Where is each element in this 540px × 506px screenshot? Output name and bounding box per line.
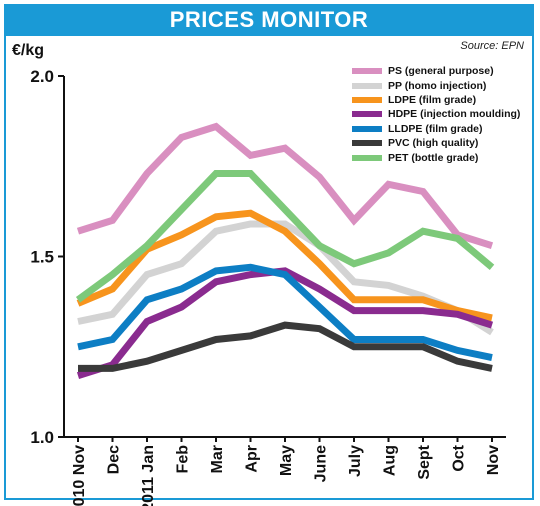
- legend-label: LLDPE (film grade): [388, 122, 483, 135]
- series-line: [75, 170, 495, 303]
- legend-swatch: [352, 96, 382, 103]
- legend-item: LLDPE (film grade): [352, 122, 520, 136]
- legend-swatch: [352, 154, 382, 161]
- x-tick-label: Oct: [451, 444, 468, 471]
- x-tick-label: Apr: [244, 445, 261, 473]
- y-tick-label: 1.5: [30, 248, 54, 267]
- legend-item: LDPE (film grade): [352, 93, 520, 107]
- legend-item: HDPE (injection moulding): [352, 107, 520, 121]
- y-tick-label: 2.0: [30, 67, 54, 86]
- legend-label: LDPE (film grade): [388, 93, 477, 106]
- series-line: [78, 321, 493, 372]
- legend-item: PS (general purpose): [352, 64, 520, 78]
- legend-label: PP (homo injection): [388, 79, 487, 92]
- x-tick-label: Feb: [175, 445, 192, 474]
- legend-label: HDPE (injection moulding): [388, 108, 521, 121]
- x-tick-label: May: [278, 445, 295, 476]
- x-tick-label: Sept: [416, 444, 433, 479]
- series-line: [76, 209, 493, 322]
- legend-label: PET (bottle grade): [388, 151, 479, 164]
- legend-swatch: [352, 140, 382, 147]
- series-line: [76, 267, 494, 379]
- legend-swatch: [352, 82, 382, 89]
- source-note: Source: EPN: [460, 40, 524, 52]
- legend-swatch: [352, 111, 382, 118]
- legend-item: PP (homo injection): [352, 78, 520, 92]
- x-tick-label: 2011 Jan: [140, 445, 157, 506]
- chart-title: PRICES MONITOR: [4, 4, 534, 36]
- series-line: [77, 220, 494, 336]
- series-lines: [75, 122, 495, 379]
- x-tick-label: 2010 Nov: [71, 445, 88, 506]
- tick-labels: 1.0 1.5 2.0 2010 Nov Dec 2011 Jan Feb Mar Apr May…: [30, 67, 502, 506]
- legend: PS (general purpose) PP (homo injection) L…: [352, 64, 520, 165]
- legend-label: PVC (high quality): [388, 137, 479, 150]
- chart-frame: [4, 4, 534, 500]
- legend-item: PVC (high quality): [352, 136, 520, 150]
- legend-item: PET (bottle grade): [352, 150, 520, 164]
- y-axis-unit-label: €/kg: [12, 42, 45, 59]
- x-tick-label: July: [347, 445, 364, 477]
- axes: [58, 75, 506, 442]
- x-tick-label: June: [313, 445, 330, 482]
- x-tick-label: Dec: [106, 445, 123, 474]
- series-line: [76, 122, 494, 250]
- legend-label: PS (general purpose): [388, 65, 494, 78]
- legend-swatch: [352, 125, 382, 132]
- y-tick-label: 1.0: [30, 428, 54, 447]
- series-line: [77, 263, 493, 362]
- x-tick-label: Nov: [485, 445, 502, 475]
- legend-swatch: [352, 68, 382, 75]
- x-tick-label: Mar: [209, 445, 226, 473]
- x-tick-label: Aug: [382, 445, 399, 476]
